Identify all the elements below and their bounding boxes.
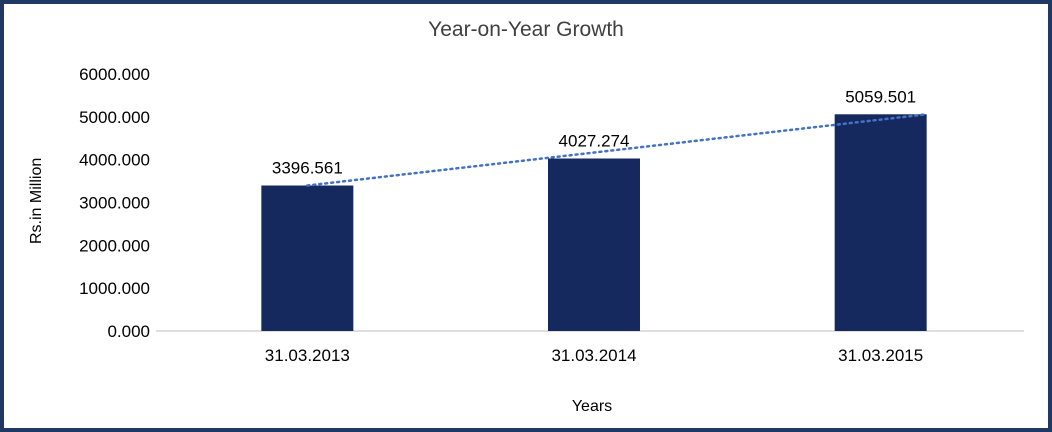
bar xyxy=(261,185,354,331)
x-category-label: 31.03.2015 xyxy=(838,346,923,365)
bar xyxy=(834,114,927,332)
y-tick-label: 6000.000 xyxy=(79,65,150,84)
y-tick-label: 3000.000 xyxy=(79,194,150,213)
chart-title: Year-on-Year Growth xyxy=(428,18,624,41)
y-tick-label: 1000.000 xyxy=(79,279,150,298)
y-tick-label: 0.000 xyxy=(107,322,150,341)
bar-data-label: 5059.501 xyxy=(845,87,916,106)
x-axis-title: Years xyxy=(571,398,613,415)
bar xyxy=(548,158,640,331)
plot-area: 0.000 1000.000 2000.000 3000.000 4000.000 500… xyxy=(79,65,1024,365)
y-tick-label: 2000.000 xyxy=(79,236,150,255)
bar-data-label: 3396.561 xyxy=(272,159,343,178)
bar-data-label: 4027.274 xyxy=(559,131,630,150)
trendline xyxy=(306,113,928,187)
x-category-label: 31.03.2013 xyxy=(265,346,350,365)
y-tick-label: 5000.000 xyxy=(79,108,150,127)
x-category-label: 31.03.2014 xyxy=(551,346,636,365)
y-tick-label: 4000.000 xyxy=(79,151,150,170)
